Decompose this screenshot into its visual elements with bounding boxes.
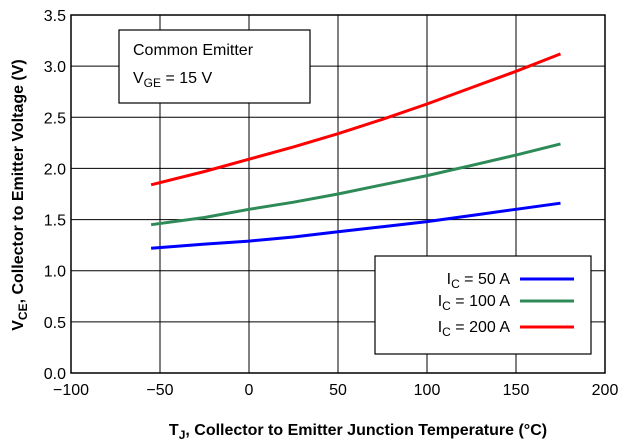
- legend-frame: [374, 255, 592, 355]
- y-axis-title: VCE, Collector to Emitter Voltage (V): [10, 59, 30, 331]
- x-tick-label: 0: [245, 382, 254, 399]
- y-tick-label: 2.5: [44, 110, 66, 127]
- legend-label-2: IC = 200 A: [438, 319, 511, 339]
- y-tick-label: 0.5: [44, 315, 66, 332]
- series-line-0: [150, 201, 561, 250]
- y-tick-label: 3.0: [44, 59, 66, 76]
- x-tick-labels: −100 −50 0 50 100 150 200: [53, 382, 618, 399]
- y-tick-label: 1.5: [44, 213, 66, 230]
- series-line-2: [150, 52, 562, 187]
- x-tick-label: 100: [414, 382, 441, 399]
- annotation-line2: VGE = 15 V: [133, 70, 212, 90]
- y-tick-label: 0.0: [44, 366, 66, 383]
- x-axis-title: TJ, Collector to Emitter Junction Temper…: [169, 422, 547, 442]
- plot-frame: [70, 14, 606, 374]
- annotation-line1: Common Emitter: [133, 42, 254, 59]
- y-tick-label: 1.0: [44, 264, 66, 281]
- y-tick-label: 2.0: [44, 161, 66, 178]
- x-tick-label: −50: [146, 382, 173, 399]
- x-tick-label: 50: [329, 382, 347, 399]
- series-line-1: [150, 142, 561, 227]
- x-tick-label: 150: [503, 382, 530, 399]
- legend: IC = 50 AIC = 100 A IC = 200 A: [374, 255, 592, 355]
- x-tick-label: 200: [592, 382, 619, 399]
- x-tick-label: −100: [53, 382, 89, 399]
- legend-label-1: IC = 100 A: [438, 293, 511, 313]
- series-lines: [150, 52, 562, 250]
- legend-label-0: IC = 50 A: [447, 271, 511, 291]
- annotation-frame: [118, 29, 311, 104]
- y-tick-labels: 0.0 0.5 1.0 1.5 2.0 2.5 3.0 3.5: [44, 8, 66, 383]
- y-tick-label: 3.5: [44, 8, 66, 25]
- annotation-box: Common Emitter VGE = 15 V: [118, 29, 311, 104]
